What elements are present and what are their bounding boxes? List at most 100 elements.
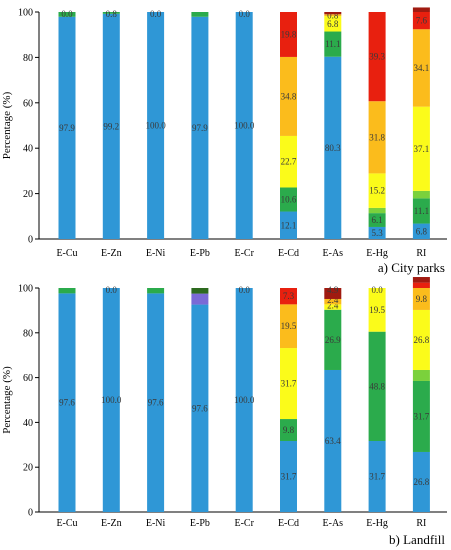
bar-segment-label: 97.9 bbox=[59, 123, 75, 133]
x-tick-label: E-Cd bbox=[278, 518, 299, 529]
x-tick-label: E-Zn bbox=[101, 518, 122, 529]
y-tick-label: 100 bbox=[18, 8, 33, 19]
bar-segment bbox=[412, 288, 430, 310]
bar-segment-label: 31.7 bbox=[414, 411, 430, 421]
bar-segment bbox=[235, 288, 253, 512]
bar-segment bbox=[412, 198, 430, 224]
bar-segment bbox=[191, 12, 209, 17]
bar-segment bbox=[324, 298, 342, 305]
bar-segment bbox=[280, 135, 297, 188]
bar-segment-label: 39.3 bbox=[369, 52, 385, 62]
bar-segment bbox=[412, 29, 430, 107]
x-tick-label: E-Ni bbox=[146, 248, 166, 259]
bar-segment bbox=[191, 304, 209, 512]
bar-segment-label: 12.1 bbox=[281, 220, 297, 230]
bar-segment bbox=[147, 288, 165, 294]
x-tick-label: E-Cu bbox=[56, 248, 77, 259]
y-tick-label: 40 bbox=[23, 418, 33, 429]
bar-segment bbox=[280, 304, 297, 349]
bar-segment bbox=[412, 282, 430, 288]
bar-segment bbox=[191, 293, 209, 305]
subplot-label: a) City parks bbox=[378, 260, 445, 275]
bar-segment-label: 100.0 bbox=[234, 121, 255, 131]
bar-segment bbox=[235, 12, 253, 239]
bar-segment-label: 63.4 bbox=[325, 436, 341, 446]
x-tick-label: E-As bbox=[323, 518, 344, 529]
bar-segment bbox=[324, 288, 342, 299]
x-tick-label: E-Cu bbox=[56, 518, 77, 529]
bar-segment-label: 31.7 bbox=[281, 379, 297, 389]
bar-segment-label: 97.6 bbox=[59, 398, 75, 408]
bar-segment-label: 97.6 bbox=[192, 403, 208, 413]
x-tick-label: E-Pb bbox=[190, 518, 210, 529]
bar-segment-label: 99.2 bbox=[103, 121, 119, 131]
bar-segment bbox=[368, 101, 386, 174]
bar-segment-label: 15.2 bbox=[369, 186, 385, 196]
y-tick-label: 20 bbox=[23, 463, 33, 474]
bar-segment bbox=[368, 440, 386, 512]
bar-segment bbox=[412, 309, 430, 370]
bar-segment-label: 0.0 bbox=[106, 285, 118, 295]
bar-segment-label: 11.1 bbox=[325, 39, 340, 49]
bar-segment bbox=[280, 348, 297, 420]
bar-segment-label: 9.8 bbox=[416, 294, 428, 304]
bar-segment-label: 6.8 bbox=[416, 226, 428, 236]
x-tick-label: E-Pb bbox=[190, 248, 210, 259]
bar-segment-label: 0.0 bbox=[239, 9, 251, 19]
subplot-label: b) Landfill bbox=[389, 532, 445, 547]
bar-segment-label: 11.1 bbox=[414, 206, 429, 216]
bar-segment bbox=[280, 187, 297, 212]
bar-segment-label: 9.8 bbox=[283, 425, 295, 435]
bar-segment-label: 34.1 bbox=[414, 63, 430, 73]
y-tick-label: 40 bbox=[23, 144, 33, 155]
bar-segment bbox=[368, 12, 386, 102]
bar-segment-label: 100.0 bbox=[101, 395, 122, 405]
bar-segment-label: 0.0 bbox=[150, 9, 162, 19]
y-tick-label: 80 bbox=[23, 53, 33, 64]
bar-segment-label: 100.0 bbox=[145, 121, 166, 131]
bar-segment bbox=[58, 16, 76, 240]
bar-segment bbox=[191, 288, 209, 294]
bar-segment bbox=[368, 213, 386, 227]
bar-segment bbox=[58, 293, 76, 512]
y-axis-title: Percentage (%) bbox=[1, 366, 13, 434]
bar-segment bbox=[324, 369, 342, 512]
y-tick-label: 60 bbox=[23, 98, 33, 109]
bar-segment-label: 2.4 bbox=[327, 295, 339, 305]
bar-segment-label: 0.8 bbox=[327, 10, 339, 20]
bar-segment bbox=[412, 12, 430, 30]
bar-segment bbox=[102, 288, 120, 512]
bar-segment-label: 31.8 bbox=[369, 132, 385, 142]
bar-segment bbox=[412, 223, 430, 239]
bar-segment bbox=[324, 16, 342, 32]
y-tick-label: 0 bbox=[28, 235, 33, 246]
x-tick-label: E-Cr bbox=[234, 518, 254, 529]
x-tick-label: RI bbox=[416, 518, 426, 529]
x-tick-label: E-Cd bbox=[278, 248, 299, 259]
bar-segment bbox=[147, 293, 165, 512]
bar-segment-label: 0.0 bbox=[61, 9, 73, 19]
bar-segment bbox=[280, 12, 297, 57]
y-tick-label: 80 bbox=[23, 328, 33, 339]
bar-segment bbox=[412, 277, 430, 283]
x-tick-label: E-As bbox=[323, 248, 344, 259]
bar-segment bbox=[324, 14, 342, 17]
bar-segment bbox=[191, 16, 209, 240]
bar-segment-label: 19.8 bbox=[281, 29, 297, 39]
bar-segment-label: 97.6 bbox=[148, 398, 164, 408]
y-tick-label: 20 bbox=[23, 189, 33, 200]
bar-segment-label: 6.8 bbox=[327, 19, 339, 29]
bar-segment bbox=[280, 440, 297, 512]
bar-segment-label: 2.4 bbox=[327, 300, 339, 310]
bar-segment bbox=[412, 190, 430, 199]
y-tick-label: 100 bbox=[18, 284, 33, 295]
bar-segment bbox=[280, 211, 297, 239]
bar-segment bbox=[280, 288, 297, 305]
bar-segment bbox=[324, 31, 342, 57]
bar-segment-label: 10.6 bbox=[281, 195, 297, 205]
bar-segment bbox=[280, 419, 297, 441]
bar-segment-label: 100.0 bbox=[234, 395, 255, 405]
bar-segment bbox=[280, 56, 297, 136]
bar-segment-label: 4.9 bbox=[327, 285, 339, 295]
bar-segment-label: 26.8 bbox=[414, 335, 430, 345]
